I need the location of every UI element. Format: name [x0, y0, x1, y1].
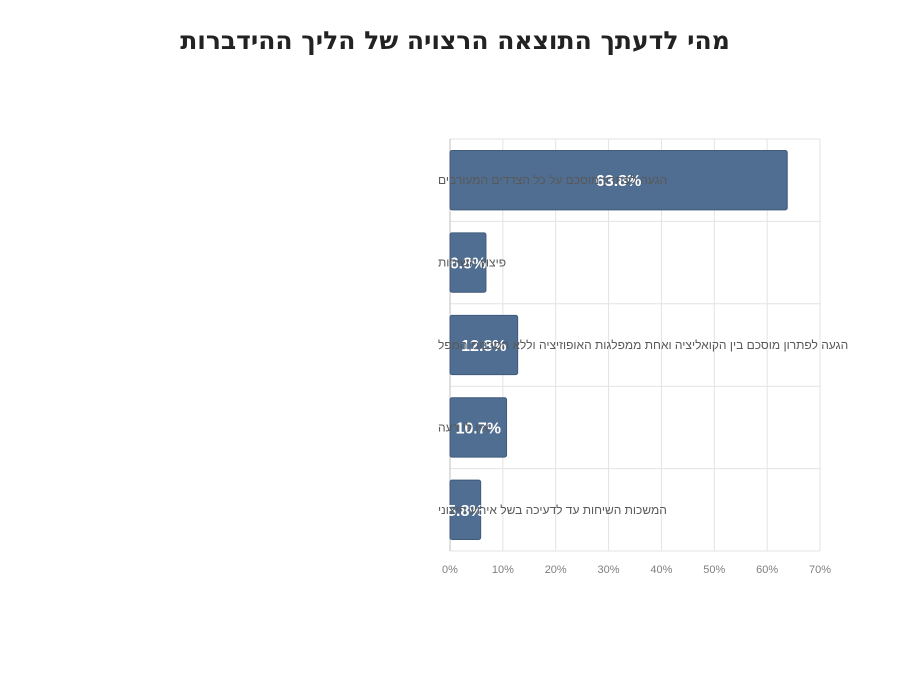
data-label: 63.8%: [596, 173, 641, 190]
x-tick-label: 30%: [598, 564, 620, 576]
data-label: 10.7%: [456, 420, 501, 437]
chart-title: מהי לדעתך התוצאה הרצויה של הליך ההידברות: [180, 26, 730, 55]
x-axis-ticks: 0% 10% 20% 30% 40% 50% 60% 70%: [442, 564, 831, 576]
x-tick-label: 20%: [545, 564, 567, 576]
bar: [449, 232, 487, 293]
data-label: 12.8%: [461, 338, 506, 355]
bar: [449, 314, 519, 376]
x-tick-label: 60%: [756, 564, 778, 576]
category-label: הגעה לפתרון מוסכם בין הקואליציה ואחת ממפ…: [438, 338, 848, 352]
category-labels: הגעה לפתרון מוסכם על כל הצדדים המעורבים פ…: [438, 173, 848, 517]
x-tick-label: 50%: [703, 564, 725, 576]
category-label: פיצוץ השיחות: [438, 256, 506, 270]
bars: 63.8% 6.8% 12.8% 10.7% 5.8%: [447, 150, 788, 540]
category-label: אין לי דעה: [438, 420, 490, 434]
bar: [449, 397, 508, 458]
category-label: הגעה לפתרון מוסכם על כל הצדדים המעורבים: [438, 173, 667, 187]
x-tick-label: 10%: [492, 564, 514, 576]
data-label: 5.8%: [447, 503, 483, 520]
x-tick-label: 40%: [650, 564, 672, 576]
x-tick-label: 70%: [809, 564, 831, 576]
x-tick-label: 0%: [442, 564, 458, 576]
bar: [449, 150, 788, 211]
bar: [449, 479, 482, 540]
data-label: 6.8%: [450, 256, 486, 273]
category-label: המשכות השיחות עד לדעיכה בשל אירוע חיצוני: [438, 503, 667, 517]
